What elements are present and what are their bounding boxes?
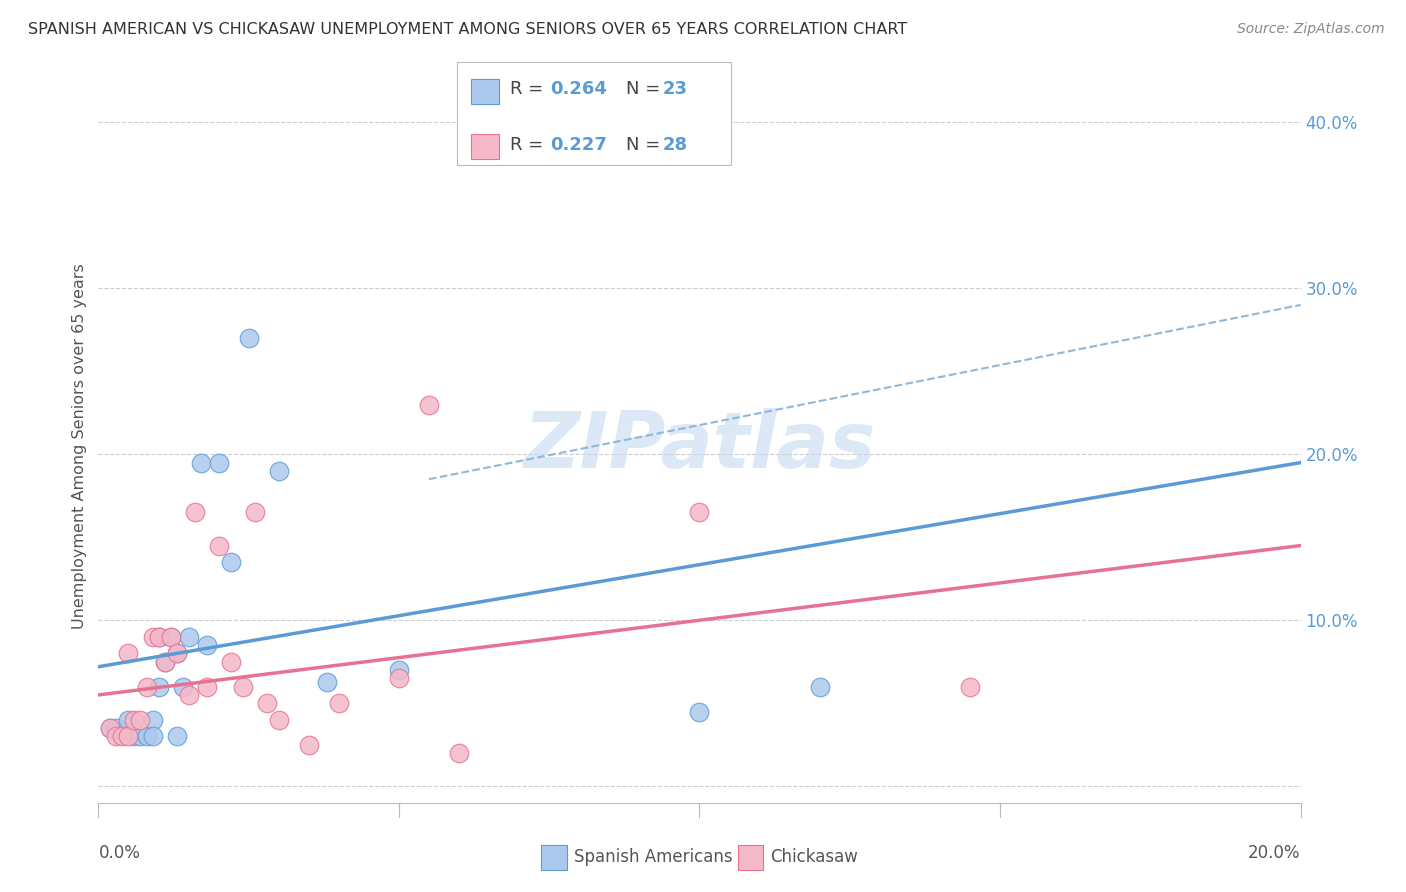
Text: N =: N = [626,80,665,98]
Text: R =: R = [510,80,550,98]
Text: ZIPatlas: ZIPatlas [523,408,876,484]
Text: R =: R = [510,136,550,153]
Point [177,630,200,644]
Point [388,663,411,677]
Point [148,630,170,644]
Text: Source: ZipAtlas.com: Source: ZipAtlas.com [1237,22,1385,37]
Point [100,721,122,735]
Point [159,630,181,644]
Point [267,464,290,478]
Point [117,713,139,727]
Point [219,555,242,569]
Text: Spanish Americans: Spanish Americans [574,848,733,866]
Point [183,505,205,519]
Text: 23: 23 [662,80,688,98]
Point [208,456,231,470]
Point [117,730,139,744]
Point [298,738,321,752]
Point [124,713,146,727]
Point [159,630,181,644]
Text: 0.264: 0.264 [550,80,606,98]
Point [153,655,176,669]
Point [135,730,157,744]
Point [243,505,266,519]
Point [328,696,350,710]
Point [124,730,146,744]
Point [129,713,152,727]
Point [195,680,218,694]
Point [959,680,981,694]
Point [141,630,163,644]
Point [141,730,163,744]
Point [315,674,337,689]
Y-axis label: Unemployment Among Seniors over 65 years: Unemployment Among Seniors over 65 years [72,263,87,629]
Point [388,671,411,685]
Point [166,647,188,661]
Point [148,680,170,694]
Point [219,655,242,669]
Point [166,647,188,661]
Point [232,680,254,694]
Text: Chickasaw: Chickasaw [770,848,858,866]
Point [195,638,218,652]
Point [808,680,831,694]
Point [141,713,163,727]
Point [267,713,290,727]
Point [105,730,128,744]
Text: 0.0%: 0.0% [98,845,141,863]
Point [105,721,128,735]
Point [100,721,122,735]
Text: N =: N = [626,136,665,153]
Point [208,539,231,553]
Text: 28: 28 [662,136,688,153]
Point [688,705,710,719]
Point [172,680,194,694]
Point [688,505,710,519]
Point [256,696,278,710]
Text: 0.227: 0.227 [550,136,606,153]
Point [148,630,170,644]
Point [238,331,260,345]
Point [166,730,188,744]
Point [111,730,134,744]
Text: 20.0%: 20.0% [1249,845,1301,863]
Point [117,647,139,661]
Point [447,746,470,760]
Point [418,397,440,411]
Text: SPANISH AMERICAN VS CHICKASAW UNEMPLOYMENT AMONG SENIORS OVER 65 YEARS CORRELATI: SPANISH AMERICAN VS CHICKASAW UNEMPLOYME… [28,22,907,37]
Point [153,655,176,669]
Point [135,680,157,694]
Point [190,456,212,470]
Point [129,730,152,744]
Point [177,688,200,702]
